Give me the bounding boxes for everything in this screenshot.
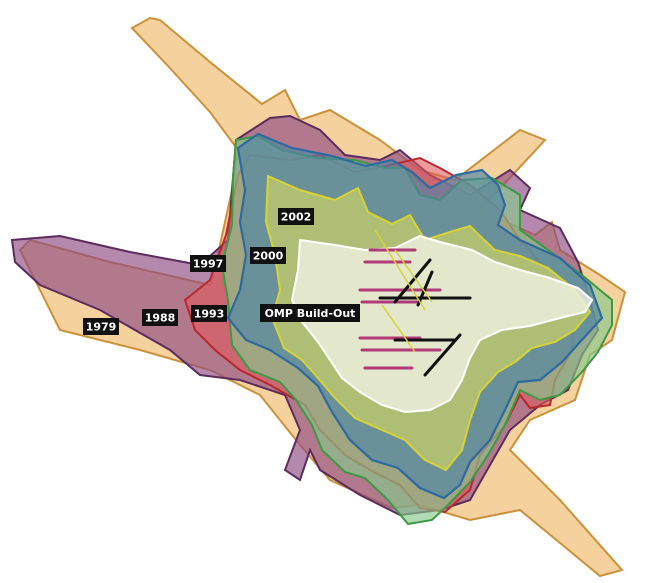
- label-2002: 2002: [278, 208, 314, 225]
- label-1993: 1993: [191, 305, 227, 322]
- runway-new: [393, 258, 432, 304]
- taxiway-line: [394, 249, 433, 303]
- runway-new: [423, 333, 462, 377]
- svg-text:OMP Build-Out: OMP Build-Out: [265, 307, 356, 320]
- label-1979: 1979: [83, 318, 119, 335]
- taxiway-line: [381, 304, 416, 353]
- svg-text:1979: 1979: [86, 321, 117, 334]
- svg-text:1988: 1988: [145, 312, 176, 325]
- taxiway-line: [374, 229, 426, 311]
- svg-text:2002: 2002: [281, 211, 312, 224]
- taxiway-lines: [374, 229, 433, 353]
- svg-text:1993: 1993: [194, 308, 225, 321]
- svg-text:1997: 1997: [193, 258, 224, 271]
- svg-text:2000: 2000: [253, 250, 284, 263]
- label-1997: 1997: [190, 255, 226, 272]
- runway-new: [416, 270, 434, 307]
- runways: [358, 248, 472, 377]
- label-2000: 2000: [250, 247, 286, 264]
- label-1988: 1988: [142, 309, 178, 326]
- label-omp-build-out: OMP Build-Out: [260, 304, 360, 322]
